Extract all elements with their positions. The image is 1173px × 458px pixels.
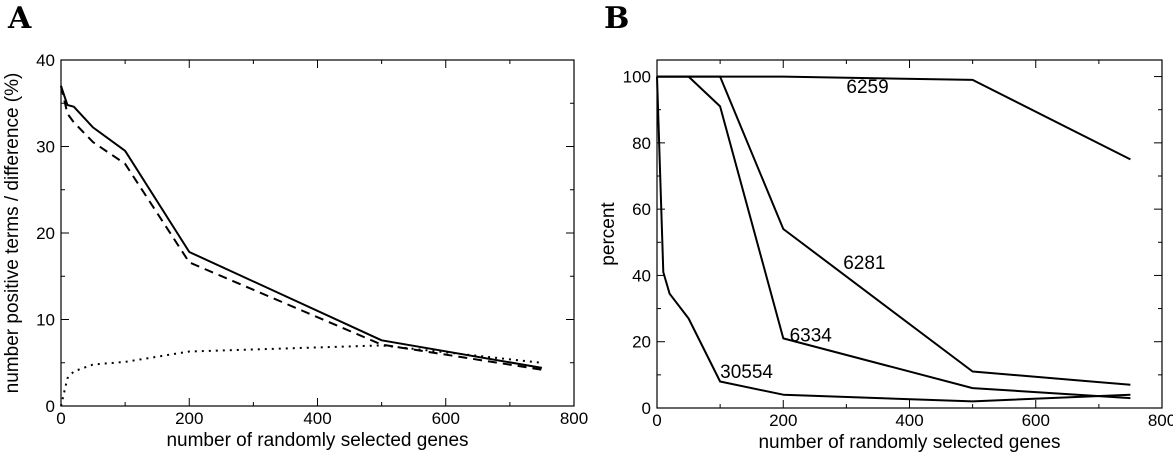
panel-a: A 0 200 400 600 800 0 10 20 30 40 number of randoml… [2, 1, 588, 451]
x-tick-label: 200 [175, 409, 203, 428]
series-line-dotted [60, 344, 543, 407]
y-tick-label: 30 [36, 138, 55, 157]
y-tick-label: 60 [632, 200, 651, 219]
series-annotation: 6259 [846, 77, 888, 98]
y-tick-label: 10 [36, 311, 55, 330]
x-tick-label: 0 [56, 409, 65, 428]
x-tick-label: 400 [303, 409, 331, 428]
y-axis-label: percent [598, 202, 619, 266]
y-tick-label: 80 [632, 134, 651, 153]
y-tick-label: 0 [46, 397, 55, 416]
x-tick-label: 600 [1022, 411, 1050, 430]
x-tick-label: 400 [895, 411, 923, 430]
y-tick-label: 0 [642, 399, 651, 418]
series-annotation: 6334 [790, 326, 833, 347]
panel-b: B 0 200 400 600 800 0 20 40 60 80 100 number of rand… [598, 1, 1173, 453]
plot-frame [60, 59, 575, 407]
x-tick-label: 0 [652, 411, 661, 430]
series-line-6334 [657, 75, 1131, 400]
x-tick-label: 600 [432, 409, 460, 428]
y-tick-label: 40 [36, 51, 55, 70]
y-tick-label: 100 [623, 68, 651, 87]
series-annotation: 6281 [843, 253, 885, 274]
y-axis-label: number positive terms / difference (%) [2, 73, 23, 394]
x-tick-label: 200 [769, 411, 797, 430]
y-tick-label: 20 [632, 333, 651, 352]
series-line-6259 [657, 75, 1131, 161]
panel-label: A [7, 1, 32, 36]
series-line-30554 [656, 76, 1131, 403]
y-tick-label: 20 [36, 224, 55, 243]
y-tick-label: 40 [632, 266, 651, 285]
series-line-dashed [60, 85, 543, 371]
x-axis-label: number of randomly selected genes [758, 432, 1060, 453]
plot-frame [656, 59, 1163, 409]
x-axis-label: number of randomly selected genes [166, 430, 468, 451]
series-line-solid [60, 85, 543, 369]
panel-label: B [604, 1, 629, 36]
series-annotation: 30554 [720, 362, 773, 383]
x-tick-label: 800 [1148, 411, 1173, 430]
x-tick-label: 800 [560, 409, 588, 428]
